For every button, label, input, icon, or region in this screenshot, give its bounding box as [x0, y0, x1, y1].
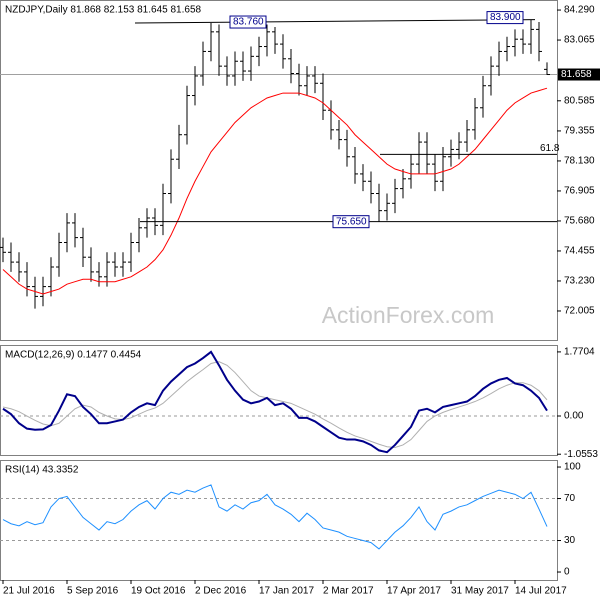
- annotation-box: [229, 15, 267, 29]
- x-tick-label: 2 Dec 2016: [195, 586, 247, 597]
- indicator-line: [2, 361, 548, 449]
- y-tick-label: 0: [564, 567, 570, 578]
- x-tick-label: 5 Sep 2016: [67, 586, 119, 597]
- annotation-label: 83.900: [490, 12, 521, 23]
- x-tick-label: 19 Oct 2016: [131, 586, 186, 597]
- x-tick-label: 17 Jan 2017: [259, 586, 314, 597]
- x-tick-label: 17 Apr 2017: [387, 586, 441, 597]
- panel-title: NZDJPY,Daily 81.868 82.153 81.645 81.658: [5, 5, 202, 16]
- moving-average: [2, 87, 548, 295]
- y-tick-label: 0.00: [564, 411, 584, 422]
- x-tick-label: 21 Jul 2016: [3, 586, 55, 597]
- panel: [0, 460, 558, 581]
- annotation-box: [332, 215, 370, 229]
- last-price-label: 81.658: [561, 69, 592, 80]
- y-tick-label: 72.005: [564, 306, 595, 317]
- x-tick-label: 31 May 2017: [451, 586, 509, 597]
- indicator-line: [2, 350, 548, 454]
- y-tick-label: 76.905: [564, 186, 595, 197]
- y-tick-label: 1.7704: [564, 347, 595, 358]
- panel-title: RSI(14) 43.3352: [5, 465, 79, 476]
- watermark: ActionForex.com: [322, 302, 495, 328]
- y-tick-label: 84.290: [564, 5, 595, 16]
- resistance-line: [134, 19, 536, 24]
- annotation-box: [486, 11, 524, 25]
- x-tick-label: 14 Jul 2017: [515, 586, 567, 597]
- annotation-label: 61.8: [540, 143, 560, 154]
- y-tick-label: 75.680: [564, 216, 595, 227]
- y-tick-label: 83.065: [564, 35, 595, 46]
- y-tick-label: 80.585: [564, 95, 595, 106]
- y-tick-label: 100: [564, 462, 581, 473]
- y-tick-label: 78.130: [564, 156, 595, 167]
- indicator-line: [2, 484, 548, 550]
- y-tick-label: 79.355: [564, 126, 595, 137]
- last-price-box: [558, 68, 600, 81]
- y-tick-label: -1.0553: [564, 449, 598, 460]
- y-tick-label: 30: [564, 535, 576, 546]
- panel: [0, 0, 558, 341]
- x-tick-label: 2 Mar 2017: [323, 586, 374, 597]
- y-tick-label: 74.455: [564, 246, 595, 257]
- panel-title: MACD(12,26,9) 0.1477 0.4454: [5, 350, 142, 361]
- y-tick-label: 70: [564, 493, 576, 504]
- annotation-label: 83.760: [233, 17, 264, 28]
- annotation-label: 75.650: [336, 216, 367, 227]
- y-tick-label: 73.230: [564, 276, 595, 287]
